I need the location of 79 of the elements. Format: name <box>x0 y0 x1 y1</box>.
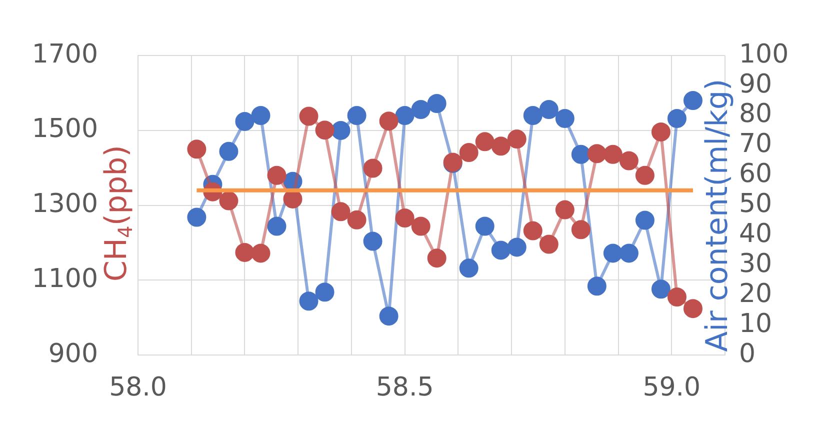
point <box>347 106 366 125</box>
point <box>395 208 414 228</box>
point <box>187 208 206 227</box>
point <box>235 242 254 262</box>
y-tick-label: 1300 <box>32 189 98 220</box>
point <box>299 106 318 126</box>
point <box>347 210 366 230</box>
point <box>523 106 542 125</box>
y2-tick-label: 90 <box>739 69 772 100</box>
point <box>507 238 526 257</box>
point <box>555 200 574 220</box>
point <box>683 299 702 318</box>
point <box>603 144 622 164</box>
y-tick-label: 1500 <box>32 114 98 144</box>
point <box>379 306 398 326</box>
y2-tick-label: 10 <box>739 308 772 339</box>
y-tick-label: 1100 <box>32 264 98 294</box>
point <box>619 244 638 263</box>
point <box>475 132 494 152</box>
y-axis-title: CH4(ppb) <box>98 145 138 282</box>
point <box>331 202 350 222</box>
point <box>619 151 638 170</box>
point <box>539 234 558 254</box>
point <box>267 216 286 236</box>
y2-tick-label: 30 <box>739 248 772 279</box>
point <box>491 240 510 260</box>
point <box>651 280 670 299</box>
point <box>635 210 654 230</box>
x-tick-label: 59.0 <box>642 372 701 402</box>
point <box>411 216 430 236</box>
point <box>651 122 670 142</box>
point <box>459 143 478 162</box>
point <box>539 100 558 119</box>
point <box>475 216 494 236</box>
point <box>555 108 574 128</box>
point <box>667 287 686 306</box>
point <box>299 292 318 311</box>
point <box>587 276 606 296</box>
point <box>507 130 526 149</box>
y2-axis-title: Air content(ml/kg) <box>700 78 735 352</box>
point <box>571 144 590 164</box>
x-tick-label: 58.5 <box>376 372 434 402</box>
point <box>379 112 398 131</box>
y2-tick-label: 20 <box>739 278 772 309</box>
point <box>459 258 478 278</box>
y-tick-label: 1700 <box>32 39 98 70</box>
point <box>315 282 334 302</box>
point <box>603 244 622 263</box>
point <box>219 191 238 210</box>
point <box>491 136 510 156</box>
point <box>523 221 542 240</box>
point <box>411 100 430 119</box>
point <box>187 140 206 159</box>
y2-tick-label: 100 <box>739 39 789 70</box>
point <box>667 108 686 128</box>
x-tick-label: 58.0 <box>109 372 167 402</box>
point <box>363 158 382 178</box>
point <box>683 91 702 110</box>
y2-tick-label: 70 <box>739 129 772 160</box>
point <box>427 248 446 268</box>
y2-tick-label: 0 <box>739 338 756 369</box>
point <box>635 166 654 185</box>
point <box>315 120 334 140</box>
point <box>427 94 446 114</box>
point <box>219 142 238 161</box>
y2-tick-label: 80 <box>739 99 772 130</box>
point <box>395 106 414 125</box>
point <box>251 244 270 263</box>
y2-tick-label: 50 <box>739 189 772 220</box>
point <box>331 120 350 140</box>
point <box>363 232 382 251</box>
point <box>587 144 606 164</box>
point <box>235 112 254 131</box>
y2-tick-label: 60 <box>739 159 772 190</box>
y2-tick-label: 40 <box>739 218 772 249</box>
y-tick-label: 900 <box>48 338 98 369</box>
point <box>571 220 590 240</box>
point <box>267 166 286 185</box>
point <box>251 106 270 125</box>
